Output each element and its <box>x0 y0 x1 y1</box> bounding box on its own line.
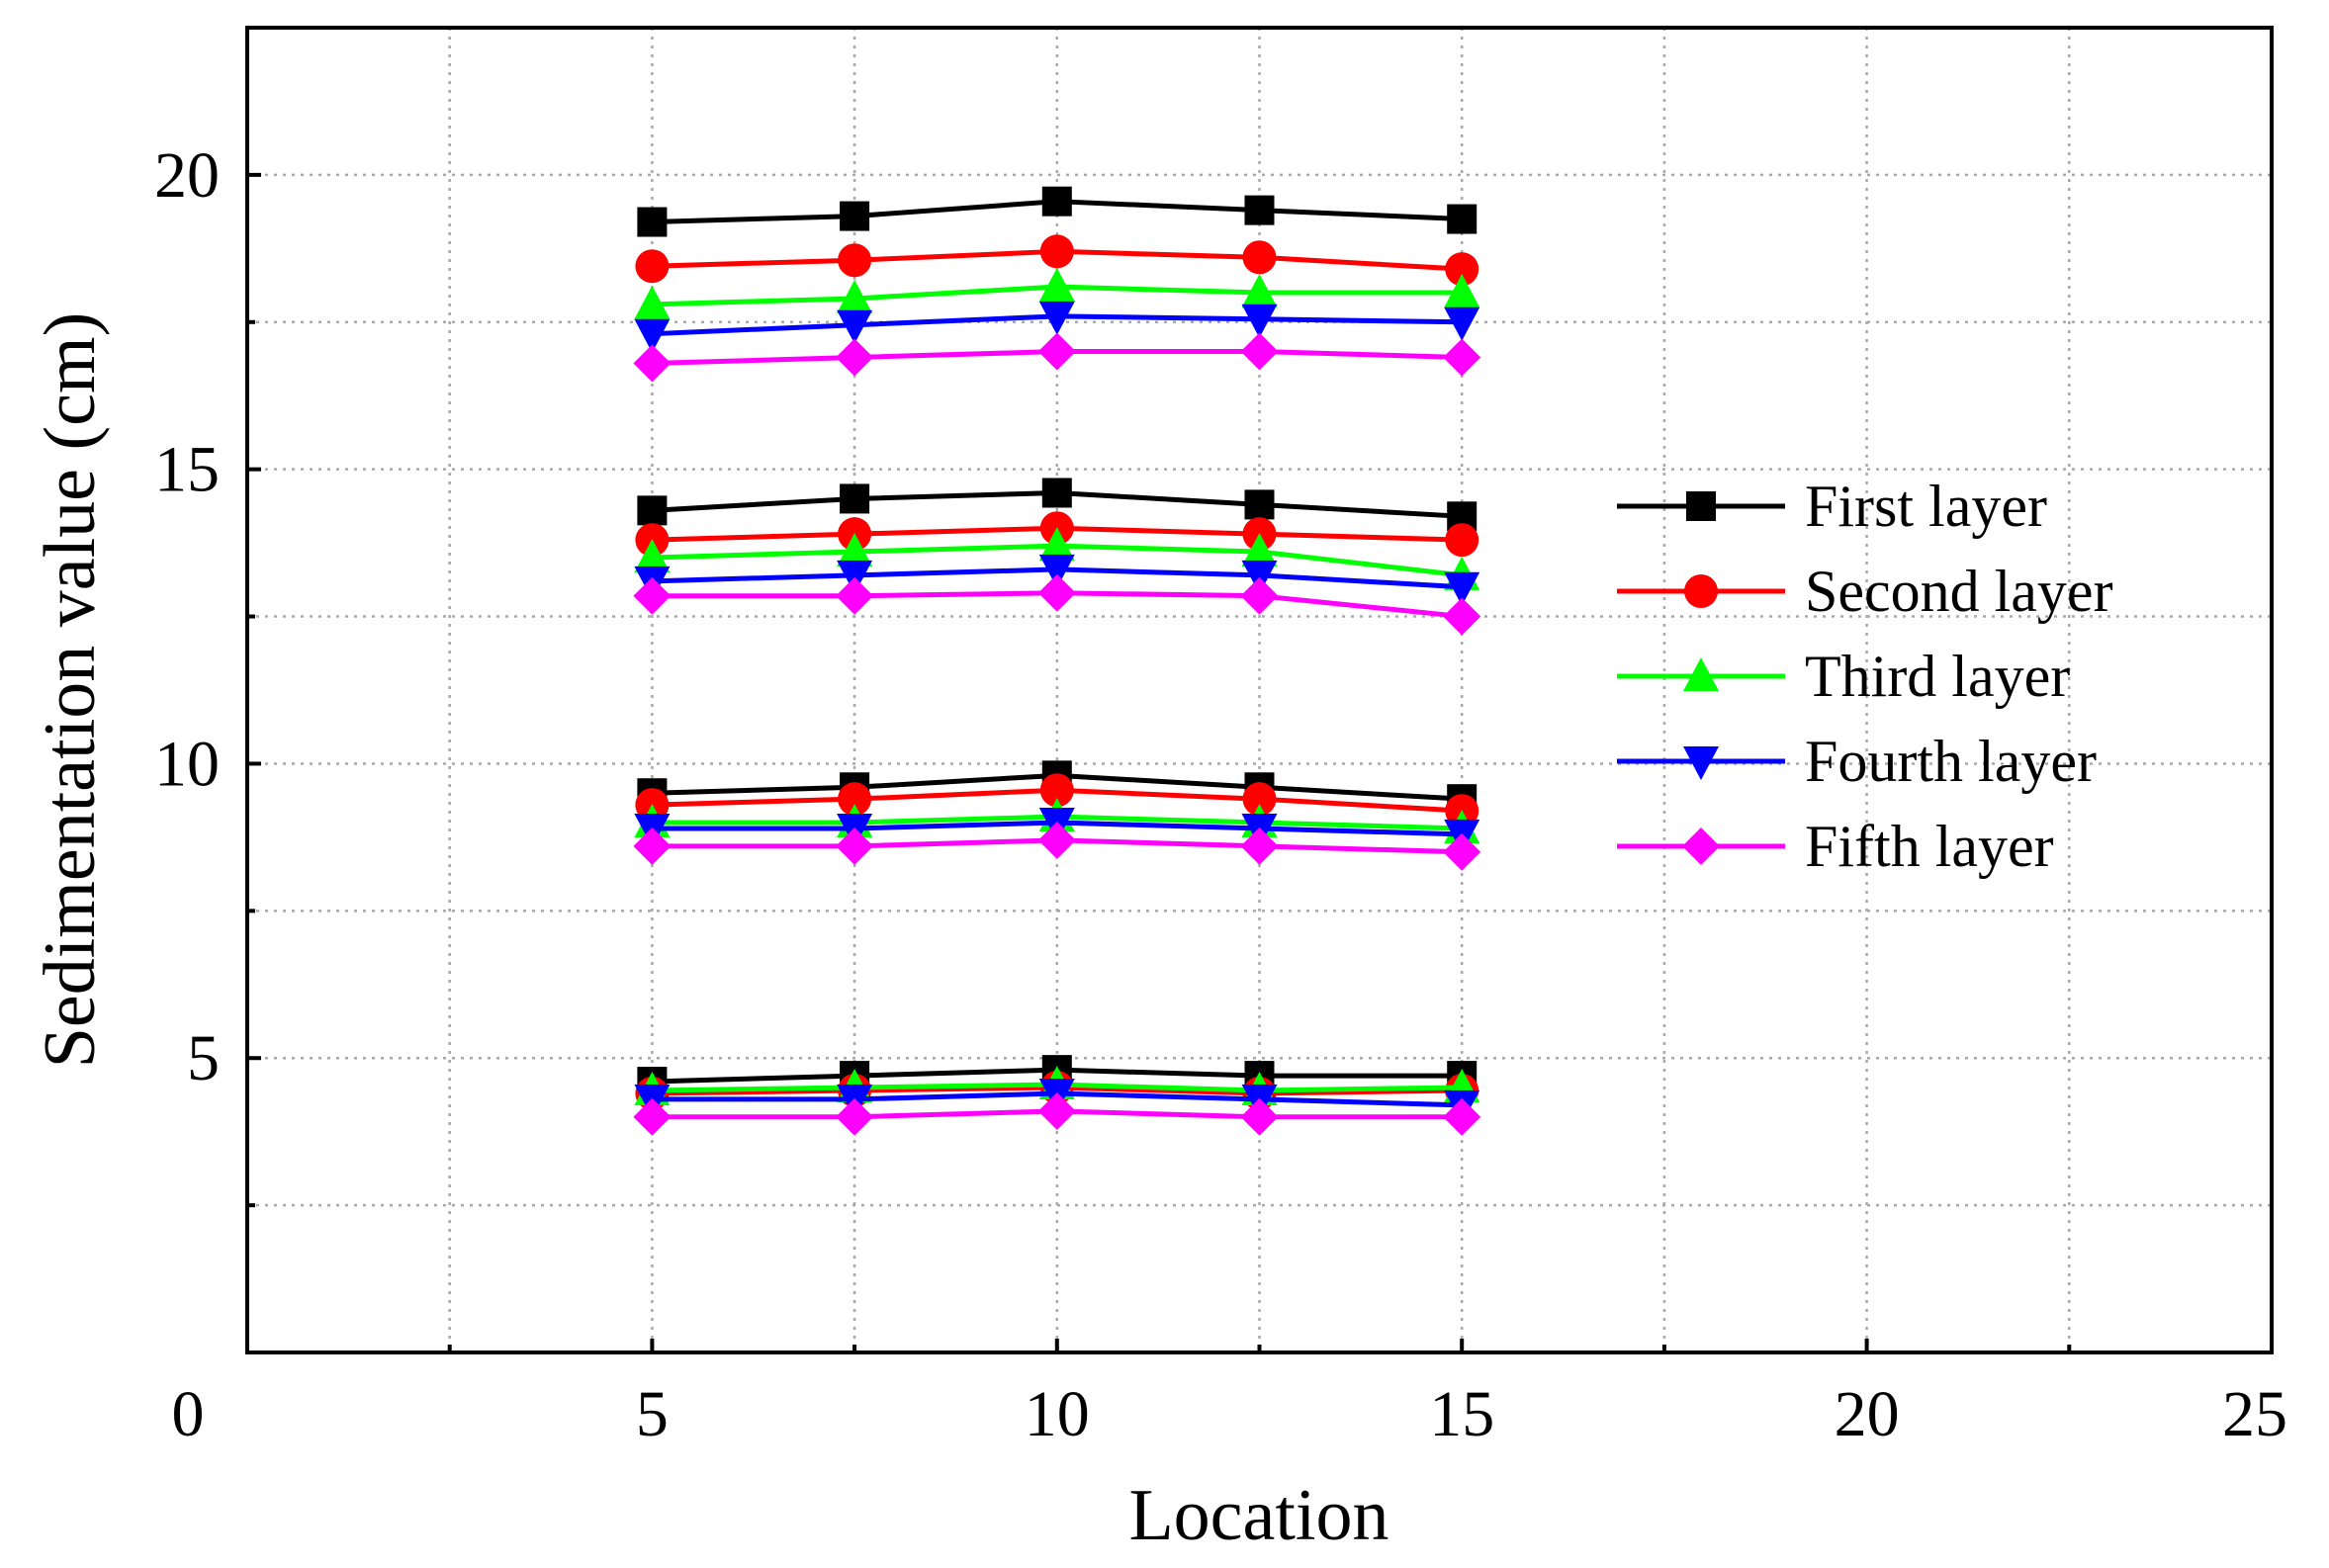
legend-entry: Fourth layer <box>1617 729 2097 794</box>
data-point <box>1039 234 1074 269</box>
data-point <box>635 249 670 284</box>
data-point <box>633 1097 672 1136</box>
plot-series <box>633 186 1481 1136</box>
y-axis-title: Sedimentation value (cm) <box>30 312 111 1068</box>
data-point <box>633 827 672 865</box>
x-tick-label: 0 <box>172 1378 205 1450</box>
data-point <box>1037 573 1076 612</box>
data-point <box>1240 827 1279 865</box>
data-point <box>634 539 671 572</box>
data-point <box>1443 832 1481 871</box>
data-point <box>840 201 870 231</box>
series-fifth-layer <box>633 332 1481 1136</box>
x-axis-title: Location <box>1128 1475 1388 1556</box>
data-point <box>633 576 672 615</box>
data-point <box>1443 1097 1481 1136</box>
legend-label: Third layer <box>1805 644 2070 709</box>
legend-entry: First layer <box>1617 474 2047 539</box>
legend-marker <box>1684 574 1718 608</box>
data-point <box>836 1097 874 1136</box>
data-point <box>836 576 874 615</box>
data-point <box>837 533 873 567</box>
data-point <box>1242 782 1277 817</box>
data-point <box>1041 478 1072 508</box>
data-point <box>836 827 874 865</box>
y-tick-label: 20 <box>154 139 220 212</box>
legend-entry: Fifth layer <box>1617 814 2054 879</box>
data-point <box>1240 1097 1279 1136</box>
data-point <box>1038 527 1075 562</box>
data-point <box>1037 1091 1076 1130</box>
data-point <box>1037 332 1076 371</box>
data-point <box>836 338 874 377</box>
legend: First layer Second layer Third layer Fourth… <box>1617 474 2113 879</box>
legend-marker <box>1683 657 1719 691</box>
data-point <box>1443 338 1481 377</box>
x-tick-label: 15 <box>1429 1378 1494 1450</box>
data-point <box>1241 533 1278 567</box>
data-point <box>1038 554 1075 588</box>
x-tick-label: 25 <box>2222 1378 2287 1450</box>
data-point <box>1244 195 1275 225</box>
data-point <box>840 483 870 514</box>
legend-marker <box>1683 746 1719 780</box>
data-point <box>634 318 671 353</box>
data-point <box>1445 252 1479 287</box>
data-point <box>1037 821 1076 859</box>
axis-tick-labels: 0 5 10 15 20 25 5 10 15 20 <box>154 139 2287 1450</box>
data-point <box>1447 204 1478 234</box>
legend-marker <box>1686 491 1716 521</box>
data-point <box>838 243 872 278</box>
data-point <box>1242 240 1277 275</box>
x-tick-label: 20 <box>1835 1378 1900 1450</box>
data-point <box>1444 306 1480 341</box>
data-point <box>1444 274 1480 307</box>
legend-label: Fourth layer <box>1805 729 2097 794</box>
legend-label: First layer <box>1805 474 2047 539</box>
data-point <box>838 782 872 817</box>
data-point <box>1041 186 1072 217</box>
data-point <box>837 279 873 313</box>
legend-marker <box>1682 828 1720 865</box>
data-point <box>1240 332 1279 371</box>
data-point <box>1038 301 1075 335</box>
data-point <box>1038 268 1075 303</box>
y-tick-label: 10 <box>154 728 220 800</box>
y-tick-label: 15 <box>154 434 220 506</box>
legend-label: Fifth layer <box>1805 814 2054 879</box>
data-point <box>1443 597 1481 636</box>
x-tick-label: 10 <box>1025 1378 1090 1450</box>
data-point <box>1445 523 1479 558</box>
data-point <box>1244 489 1275 520</box>
data-point <box>637 495 668 526</box>
y-tick-label: 5 <box>187 1022 220 1094</box>
legend-entry: Third layer <box>1617 644 2070 709</box>
data-point <box>634 285 671 319</box>
data-point <box>1241 274 1278 307</box>
data-point <box>637 207 668 237</box>
axis-ticks <box>245 172 2274 1352</box>
legend-entry: Second layer <box>1617 559 2113 624</box>
data-point <box>633 344 672 383</box>
legend-label: Second layer <box>1805 559 2113 624</box>
data-point <box>837 309 873 344</box>
series-fourth-layer <box>634 301 1480 1124</box>
data-point <box>1240 576 1279 615</box>
x-tick-label: 5 <box>636 1378 669 1450</box>
data-point <box>1241 304 1278 338</box>
data-point <box>1444 571 1480 606</box>
data-point <box>1039 773 1074 808</box>
